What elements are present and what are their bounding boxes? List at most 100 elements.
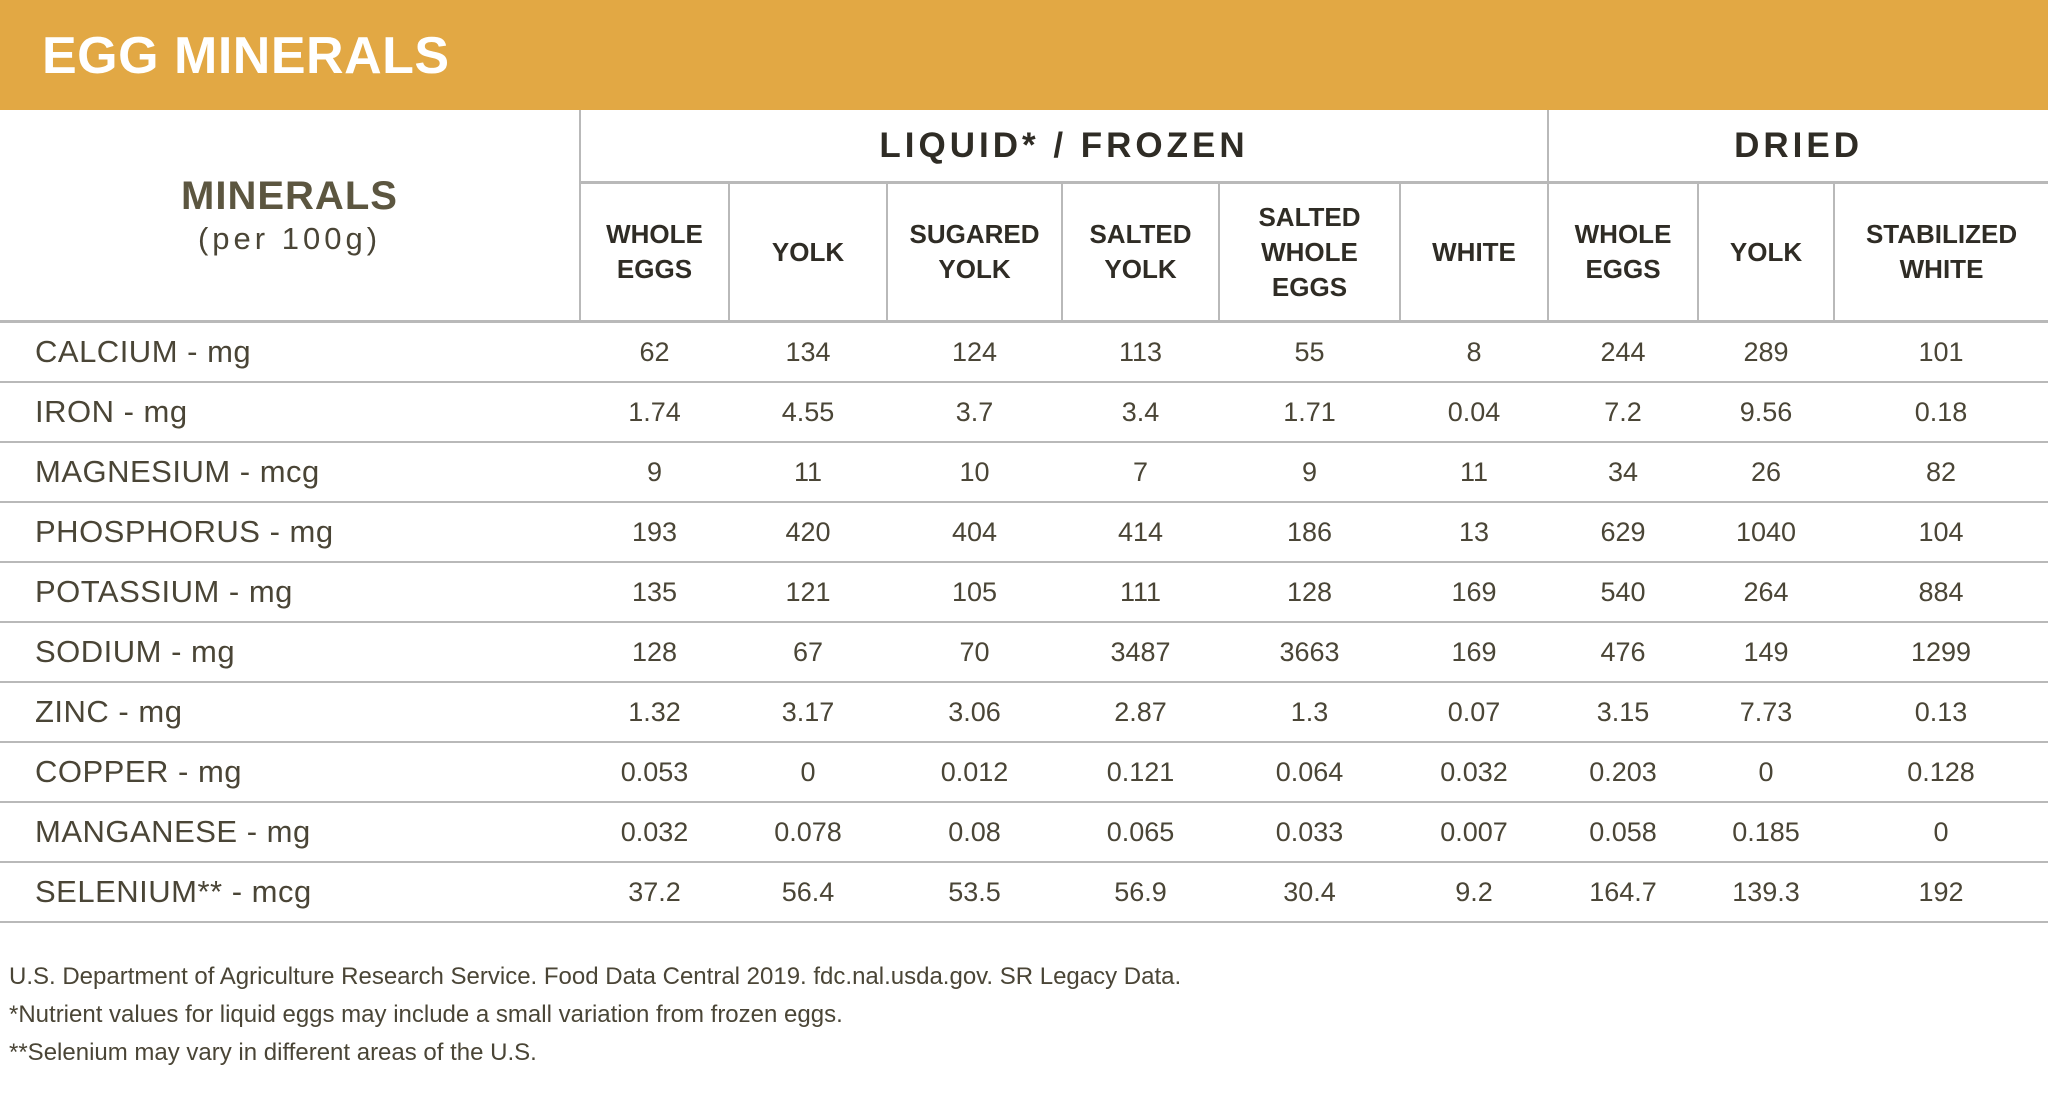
column-header-text: SALTED YOLK (1089, 219, 1192, 284)
table-row: PHOSPHORUS - mg 193 420 404 414 186 13 629 1040 1… (0, 502, 2048, 563)
column-header: WHOLE EGGS (1547, 182, 1699, 323)
value-cell: 111 (1062, 562, 1219, 623)
value-cell: 289 (1698, 321, 1835, 383)
value-cell: 124 (887, 321, 1062, 383)
mineral-label: IRON - mg (0, 382, 580, 443)
value-cell: 56.4 (729, 862, 887, 923)
value-cell: 1.74 (580, 382, 729, 443)
value-cell: 9.56 (1698, 382, 1835, 443)
column-header-text: SUGARED YOLK (909, 219, 1040, 284)
value-cell: 629 (1548, 502, 1699, 563)
value-cell: 82 (1834, 442, 2048, 503)
value-cell: 149 (1698, 622, 1835, 683)
footnote-source: U.S. Department of Agriculture Research … (9, 963, 1182, 990)
mineral-label: POTASSIUM - mg (0, 562, 580, 623)
value-cell: 1299 (1834, 622, 2048, 683)
value-cell: 8 (1400, 321, 1549, 383)
table-row: MANGANESE - mg 0.032 0.078 0.08 0.065 0.033 0.… (0, 802, 2048, 863)
value-cell: 476 (1548, 622, 1699, 683)
value-cell: 192 (1834, 862, 2048, 923)
table-row: SELENIUM** - mcg 37.2 56.4 53.5 56.9 30.4 9.2 1… (0, 862, 2048, 923)
value-cell: 0.064 (1219, 742, 1400, 803)
value-cell: 0.08 (887, 802, 1062, 863)
group-dried: DRIED (1547, 110, 2048, 184)
value-cell: 0.078 (729, 802, 887, 863)
value-cell: 244 (1548, 321, 1699, 383)
value-cell: 62 (580, 321, 729, 383)
value-cell: 7.73 (1698, 682, 1835, 743)
column-header: SALTED WHOLE EGGS (1218, 182, 1400, 323)
value-cell: 11 (1400, 442, 1549, 503)
value-cell: 113 (1062, 321, 1219, 383)
value-cell: 56.9 (1062, 862, 1219, 923)
column-header-text: WHOLE EGGS (1574, 219, 1672, 284)
minerals-unit: (per 100g) (197, 220, 382, 256)
mineral-label: CALCIUM - mg (0, 321, 580, 383)
value-cell: 404 (887, 502, 1062, 563)
value-cell: 139.3 (1698, 862, 1835, 923)
column-header: STABILIZED WHITE (1833, 182, 2048, 323)
value-cell: 67 (729, 622, 887, 683)
minerals-table: MINERALS (per 100g) LIQUID* / FROZEN DRI… (0, 110, 2048, 923)
value-cell: 0 (729, 742, 887, 803)
value-cell: 37.2 (580, 862, 729, 923)
mineral-label: MAGNESIUM - mcg (0, 442, 580, 503)
table-row: CALCIUM - mg 62 134 124 113 55 8 244 289 101 (0, 321, 2048, 383)
value-cell: 0.065 (1062, 802, 1219, 863)
mineral-label: SODIUM - mg (0, 622, 580, 683)
column-header: YOLK (1697, 182, 1835, 323)
value-cell: 1040 (1698, 502, 1835, 563)
value-cell: 70 (887, 622, 1062, 683)
value-cell: 9 (580, 442, 729, 503)
value-cell: 3487 (1062, 622, 1219, 683)
value-cell: 9.2 (1400, 862, 1549, 923)
value-cell: 0.128 (1834, 742, 2048, 803)
value-cell: 3.06 (887, 682, 1062, 743)
value-cell: 0.032 (580, 802, 729, 863)
value-cell: 0.058 (1548, 802, 1699, 863)
title-banner: EGG MINERALS (0, 0, 2048, 110)
value-cell: 3663 (1219, 622, 1400, 683)
value-cell: 34 (1548, 442, 1699, 503)
value-cell: 884 (1834, 562, 2048, 623)
group-liquid-frozen: LIQUID* / FROZEN (578, 110, 1549, 184)
footnote-liquid: *Nutrient values for liquid eggs may inc… (9, 1001, 843, 1028)
value-cell: 53.5 (887, 862, 1062, 923)
mineral-label: PHOSPHORUS - mg (0, 502, 580, 563)
value-cell: 10 (887, 442, 1062, 503)
table-row: ZINC - mg 1.32 3.17 3.06 2.87 1.3 0.07 3.15 7.73… (0, 682, 2048, 743)
value-cell: 1.71 (1219, 382, 1400, 443)
value-cell: 134 (729, 321, 887, 383)
table-row: SODIUM - mg 128 67 70 3487 3663 169 476 149 1299 (0, 622, 2048, 683)
value-cell: 0.121 (1062, 742, 1219, 803)
value-cell: 169 (1400, 622, 1549, 683)
value-cell: 0.13 (1834, 682, 2048, 743)
value-cell: 0.007 (1400, 802, 1549, 863)
value-cell: 0.18 (1834, 382, 2048, 443)
table-row: MAGNESIUM - mcg 9 11 10 7 9 11 34 26 82 (0, 442, 2048, 503)
value-cell: 0.033 (1219, 802, 1400, 863)
value-cell: 0.032 (1400, 742, 1549, 803)
value-cell: 121 (729, 562, 887, 623)
value-cell: 135 (580, 562, 729, 623)
value-cell: 2.87 (1062, 682, 1219, 743)
value-cell: 3.7 (887, 382, 1062, 443)
value-cell: 0 (1698, 742, 1835, 803)
value-cell: 264 (1698, 562, 1835, 623)
value-cell: 3.17 (729, 682, 887, 743)
table-row: IRON - mg 1.74 4.55 3.7 3.4 1.71 0.04 7.2 9.56 0.… (0, 382, 2048, 443)
value-cell: 128 (1219, 562, 1400, 623)
column-header-text: SALTED WHOLE EGGS (1258, 201, 1361, 302)
footnote-selenium: **Selenium may vary in different areas o… (9, 1039, 537, 1066)
table-row: POTASSIUM - mg 135 121 105 111 128 169 540 264 88… (0, 562, 2048, 623)
column-header: WHITE (1398, 182, 1549, 323)
minerals-label: MINERALS (181, 173, 398, 218)
value-cell: 3.4 (1062, 382, 1219, 443)
value-cell: 30.4 (1219, 862, 1400, 923)
value-cell: 0.012 (887, 742, 1062, 803)
value-cell: 104 (1834, 502, 2048, 563)
value-cell: 1.32 (580, 682, 729, 743)
value-cell: 186 (1219, 502, 1400, 563)
value-cell: 11 (729, 442, 887, 503)
mineral-label: SELENIUM** - mcg (0, 862, 580, 923)
